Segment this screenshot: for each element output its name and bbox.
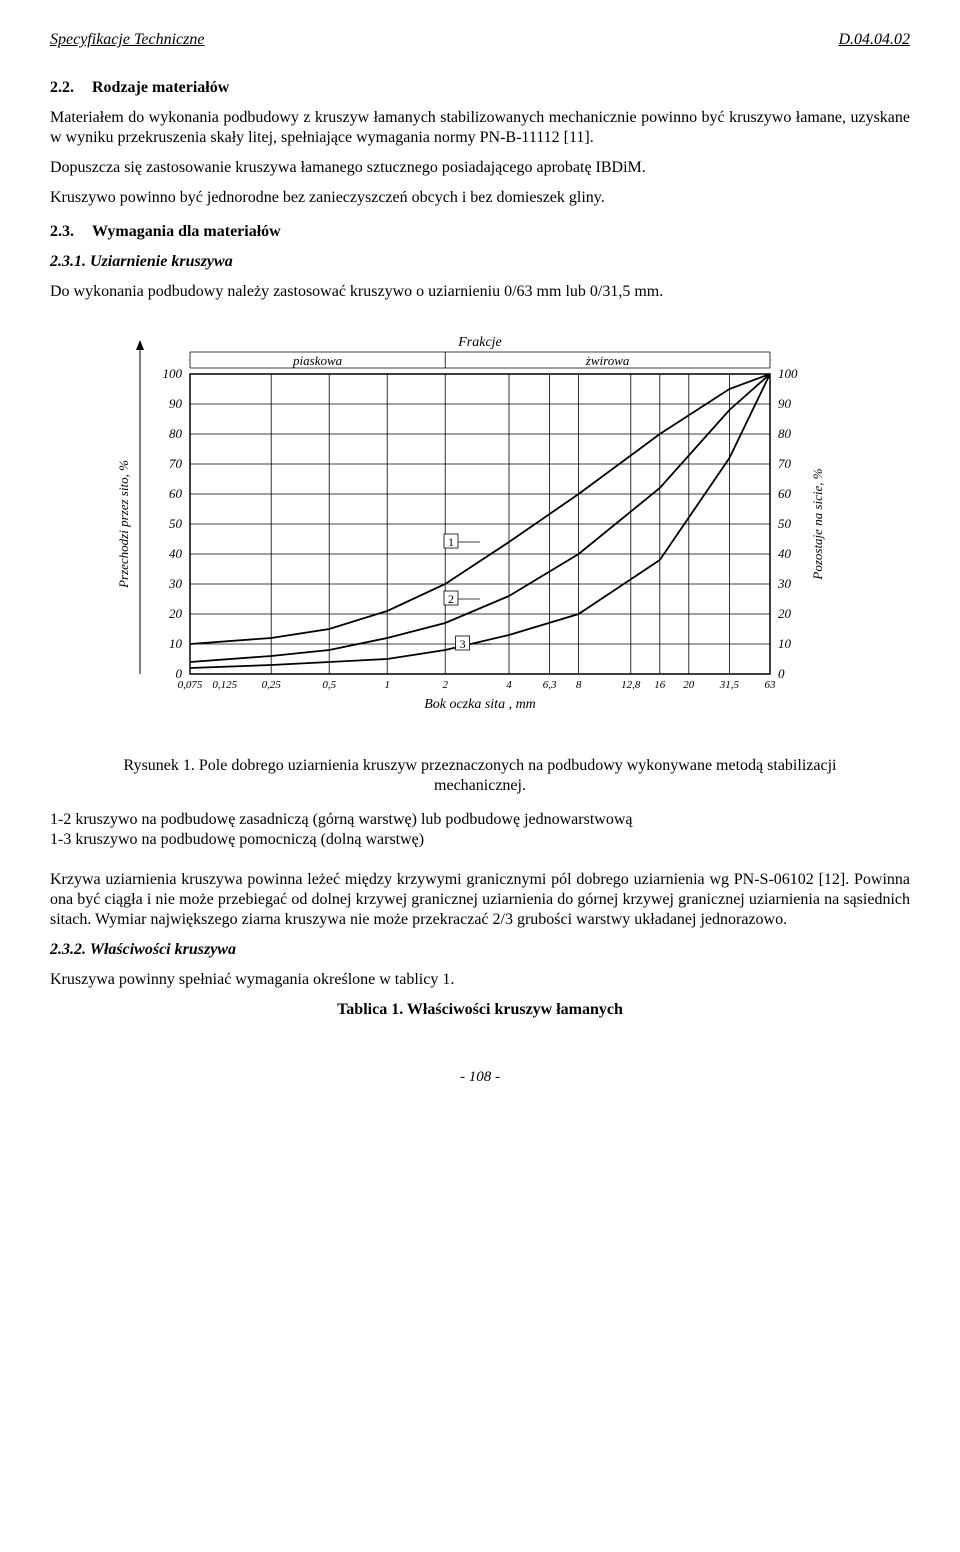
section-num: 2.3.: [50, 222, 74, 242]
svg-text:50: 50: [169, 516, 183, 531]
figure-caption-prefix: Rysunek 1.: [124, 757, 199, 774]
subsection-title: Właściwości kruszywa: [90, 941, 236, 958]
header-left: Specyfikacje Techniczne: [50, 30, 204, 50]
svg-text:0,075: 0,075: [178, 679, 203, 691]
svg-text:70: 70: [778, 456, 792, 471]
svg-text:2: 2: [448, 592, 454, 606]
figure-caption-text: Pole dobrego uziarnienia kruszyw przezna…: [199, 757, 837, 794]
svg-text:63: 63: [765, 679, 777, 691]
svg-text:10: 10: [778, 636, 792, 651]
para-2-2-2: Dopuszcza się zastosowanie kruszywa łama…: [50, 158, 910, 178]
svg-text:1: 1: [384, 679, 390, 691]
subsection-2-3-2-heading: 2.3.2. Właściwości kruszywa: [50, 940, 910, 960]
section-2-3-heading: 2.3. Wymagania dla materiałów: [50, 222, 910, 242]
svg-text:90: 90: [778, 396, 792, 411]
svg-text:Bok oczka sita , mm: Bok oczka sita , mm: [424, 697, 536, 712]
svg-text:80: 80: [169, 426, 183, 441]
figure-caption: Rysunek 1. Pole dobrego uziarnienia krus…: [90, 756, 870, 796]
para-after-figure: Krzywa uziarnienia kruszywa powinna leże…: [50, 870, 910, 930]
svg-text:20: 20: [683, 679, 695, 691]
svg-text:2: 2: [442, 679, 448, 691]
svg-text:Pozostaje na sicie, %: Pozostaje na sicie, %: [810, 468, 825, 580]
svg-text:0,5: 0,5: [322, 679, 336, 691]
page-footer: - 108 -: [50, 1068, 910, 1087]
para-2-3-1: Do wykonania podbudowy należy zastosować…: [50, 282, 910, 302]
svg-text:10: 10: [169, 636, 183, 651]
svg-text:16: 16: [654, 679, 666, 691]
svg-text:4: 4: [506, 679, 512, 691]
svg-text:100: 100: [778, 366, 798, 381]
note-1: 1-2 kruszywo na podbudowę zasadniczą (gó…: [50, 810, 910, 830]
grading-chart-figure: 0010102020303040405050606070708080909010…: [50, 326, 910, 746]
svg-text:8: 8: [576, 679, 582, 691]
subsection-title: Uziarnienie kruszywa: [90, 253, 233, 270]
section-title: Wymagania dla materiałów: [92, 222, 281, 242]
page-header: Specyfikacje Techniczne D.04.04.02: [50, 30, 910, 50]
svg-text:80: 80: [778, 426, 792, 441]
svg-text:100: 100: [163, 366, 183, 381]
svg-text:piaskowa: piaskowa: [292, 353, 343, 368]
svg-text:50: 50: [778, 516, 792, 531]
svg-text:Przechodzi przez sito, %: Przechodzi przez sito, %: [116, 460, 131, 589]
svg-text:3: 3: [460, 637, 466, 651]
subsection-2-3-1-heading: 2.3.1. Uziarnienie kruszywa: [50, 252, 910, 272]
section-title: Rodzaje materiałów: [92, 78, 229, 98]
svg-text:30: 30: [777, 576, 792, 591]
para-2-2-3: Kruszywo powinno być jednorodne bez zani…: [50, 188, 910, 208]
svg-text:żwirowa: żwirowa: [585, 353, 630, 368]
svg-text:40: 40: [169, 546, 183, 561]
para-2-3-2: Kruszywa powinny spełniać wymagania okre…: [50, 970, 910, 990]
svg-text:0,125: 0,125: [212, 679, 237, 691]
svg-text:6,3: 6,3: [543, 679, 557, 691]
svg-text:20: 20: [778, 606, 792, 621]
svg-text:90: 90: [169, 396, 183, 411]
figure-notes: 1-2 kruszywo na podbudowę zasadniczą (gó…: [50, 810, 910, 850]
svg-text:40: 40: [778, 546, 792, 561]
svg-text:30: 30: [168, 576, 183, 591]
svg-text:60: 60: [169, 486, 183, 501]
svg-text:Frakcje: Frakcje: [457, 335, 502, 350]
svg-text:0: 0: [778, 666, 785, 681]
svg-text:70: 70: [169, 456, 183, 471]
header-right: D.04.04.02: [838, 30, 910, 50]
note-2: 1-3 kruszywo na podbudowę pomocniczą (do…: [50, 830, 910, 850]
table-1-title: Tablica 1. Właściwości kruszyw łamanych: [50, 1000, 910, 1020]
subsection-num: 2.3.1.: [50, 253, 86, 270]
grading-chart: 0010102020303040405050606070708080909010…: [100, 326, 860, 746]
section-num: 2.2.: [50, 78, 74, 98]
para-2-2-1: Materiałem do wykonania podbudowy z krus…: [50, 108, 910, 148]
subsection-num: 2.3.2.: [50, 941, 86, 958]
section-2-2-heading: 2.2. Rodzaje materiałów: [50, 78, 910, 98]
svg-text:60: 60: [778, 486, 792, 501]
svg-text:20: 20: [169, 606, 183, 621]
svg-text:1: 1: [448, 535, 454, 549]
svg-text:31,5: 31,5: [719, 679, 740, 691]
svg-text:12,8: 12,8: [621, 679, 641, 691]
svg-text:0,25: 0,25: [262, 679, 282, 691]
